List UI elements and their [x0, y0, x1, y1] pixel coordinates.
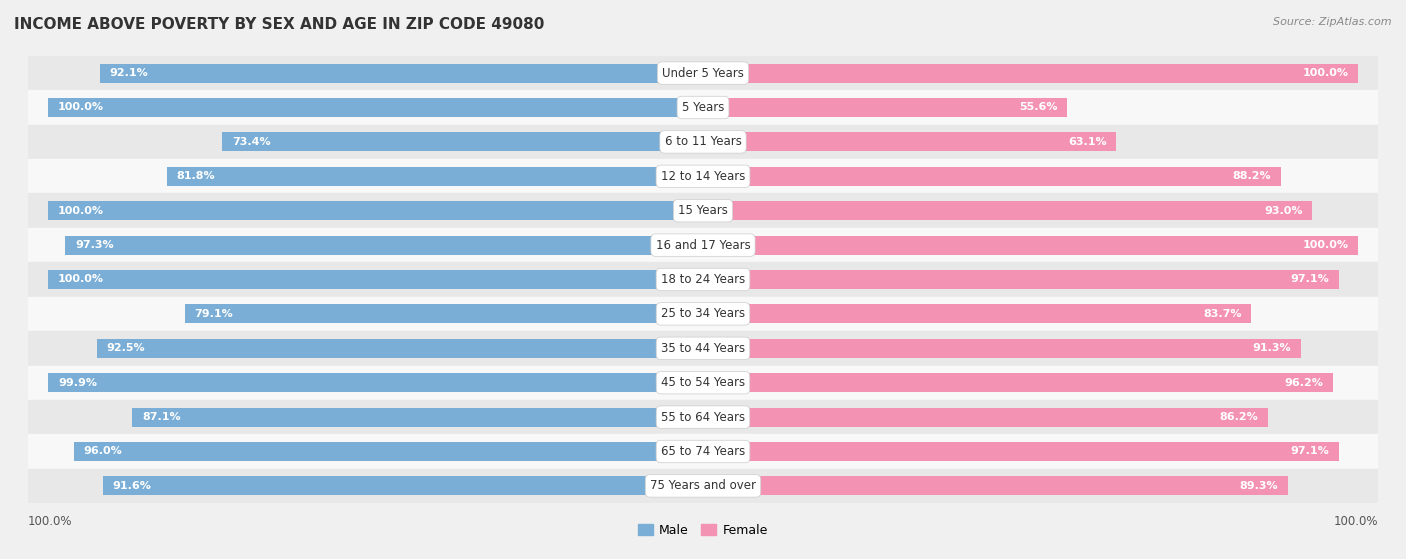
- Text: 65 to 74 Years: 65 to 74 Years: [661, 445, 745, 458]
- Bar: [28, 434, 1378, 468]
- Text: Source: ZipAtlas.com: Source: ZipAtlas.com: [1274, 17, 1392, 27]
- Text: 92.1%: 92.1%: [110, 68, 148, 78]
- Bar: [703, 339, 1301, 358]
- Bar: [703, 373, 1333, 392]
- Bar: [28, 366, 1378, 400]
- Text: 100.0%: 100.0%: [28, 515, 73, 528]
- Bar: [28, 159, 1378, 193]
- Bar: [48, 98, 703, 117]
- Bar: [28, 193, 1378, 228]
- Bar: [28, 297, 1378, 331]
- Bar: [28, 228, 1378, 262]
- Bar: [75, 442, 703, 461]
- Text: 12 to 14 Years: 12 to 14 Years: [661, 170, 745, 183]
- Bar: [28, 91, 1378, 125]
- Text: 16 and 17 Years: 16 and 17 Years: [655, 239, 751, 252]
- Text: 81.8%: 81.8%: [177, 171, 215, 181]
- Text: 88.2%: 88.2%: [1233, 171, 1271, 181]
- Text: 63.1%: 63.1%: [1069, 137, 1107, 147]
- Text: 25 to 34 Years: 25 to 34 Years: [661, 307, 745, 320]
- Text: 6 to 11 Years: 6 to 11 Years: [665, 135, 741, 148]
- Bar: [28, 125, 1378, 159]
- Bar: [48, 201, 703, 220]
- Text: 91.3%: 91.3%: [1253, 343, 1291, 353]
- Text: 55.6%: 55.6%: [1019, 102, 1057, 112]
- Bar: [66, 236, 703, 254]
- Bar: [703, 305, 1251, 323]
- Bar: [97, 339, 703, 358]
- Bar: [132, 408, 703, 427]
- Bar: [703, 201, 1312, 220]
- Bar: [184, 305, 703, 323]
- Bar: [28, 400, 1378, 434]
- Text: 93.0%: 93.0%: [1264, 206, 1302, 216]
- Text: 100.0%: 100.0%: [1333, 515, 1378, 528]
- Bar: [703, 442, 1340, 461]
- Text: 79.1%: 79.1%: [194, 309, 233, 319]
- Bar: [222, 132, 703, 151]
- Text: 89.3%: 89.3%: [1240, 481, 1278, 491]
- Bar: [703, 132, 1116, 151]
- Text: 55 to 64 Years: 55 to 64 Years: [661, 411, 745, 424]
- Bar: [100, 64, 703, 83]
- Text: Under 5 Years: Under 5 Years: [662, 67, 744, 79]
- Text: 97.1%: 97.1%: [1291, 274, 1330, 285]
- Bar: [703, 236, 1358, 254]
- Text: 75 Years and over: 75 Years and over: [650, 480, 756, 492]
- Bar: [28, 56, 1378, 91]
- Bar: [28, 468, 1378, 503]
- Text: 35 to 44 Years: 35 to 44 Years: [661, 342, 745, 355]
- Text: 18 to 24 Years: 18 to 24 Years: [661, 273, 745, 286]
- Bar: [28, 331, 1378, 366]
- Legend: Male, Female: Male, Female: [633, 519, 773, 542]
- Text: 5 Years: 5 Years: [682, 101, 724, 114]
- Bar: [703, 64, 1358, 83]
- Text: 86.2%: 86.2%: [1219, 412, 1258, 422]
- Bar: [703, 408, 1268, 427]
- Text: 100.0%: 100.0%: [1302, 68, 1348, 78]
- Bar: [703, 167, 1281, 186]
- Text: 97.3%: 97.3%: [76, 240, 114, 250]
- Bar: [48, 270, 703, 289]
- Text: 100.0%: 100.0%: [58, 274, 104, 285]
- Text: 45 to 54 Years: 45 to 54 Years: [661, 376, 745, 389]
- Bar: [103, 476, 703, 495]
- Text: 99.9%: 99.9%: [58, 378, 97, 388]
- Text: 96.0%: 96.0%: [84, 447, 122, 457]
- Bar: [703, 98, 1067, 117]
- Text: 87.1%: 87.1%: [142, 412, 181, 422]
- Bar: [703, 270, 1340, 289]
- Text: 97.1%: 97.1%: [1291, 447, 1330, 457]
- Bar: [703, 476, 1288, 495]
- Text: 15 Years: 15 Years: [678, 204, 728, 217]
- Bar: [48, 373, 703, 392]
- Text: 91.6%: 91.6%: [112, 481, 152, 491]
- Text: INCOME ABOVE POVERTY BY SEX AND AGE IN ZIP CODE 49080: INCOME ABOVE POVERTY BY SEX AND AGE IN Z…: [14, 17, 544, 32]
- Text: 83.7%: 83.7%: [1204, 309, 1241, 319]
- Text: 73.4%: 73.4%: [232, 137, 270, 147]
- Text: 100.0%: 100.0%: [58, 206, 104, 216]
- Text: 96.2%: 96.2%: [1285, 378, 1323, 388]
- Bar: [28, 262, 1378, 297]
- Text: 100.0%: 100.0%: [1302, 240, 1348, 250]
- Bar: [167, 167, 703, 186]
- Text: 100.0%: 100.0%: [58, 102, 104, 112]
- Text: 92.5%: 92.5%: [107, 343, 145, 353]
